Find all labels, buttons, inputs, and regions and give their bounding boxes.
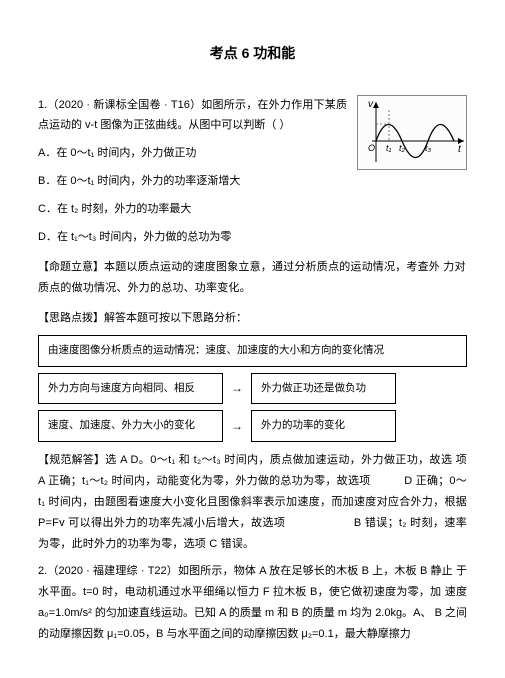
- arrow-icon: →: [223, 377, 251, 400]
- flow-row-3: 速度、加速度、外力大小的变化 → 外力的功率的变化: [38, 410, 467, 442]
- q1-stem: 1.（2020 · 新课标全国卷 · T16）如图所示，在外力作用下某质 点运动…: [38, 95, 347, 137]
- tick-t3: t₃: [425, 143, 432, 153]
- vt-sine-figure: v t O t₁ t₂ t₃: [357, 95, 467, 170]
- axis-t-label: t: [458, 144, 462, 155]
- method-section: 【思路点拨】解答本题可按以下思路分析：: [38, 308, 467, 329]
- answer-section: 【规范解答】选 A D。0～t₁ 和 t₂～t₃ 时间内，质点做加速运动，外力做…: [38, 450, 467, 554]
- flow-box-3-right: 外力的功率的变化: [251, 410, 396, 442]
- flow-row-2: 外力方向与速度方向相同、相反 → 外力做正功还是做负功: [38, 373, 467, 405]
- flow-row-1: 由速度图像分析质点的运动情况：速度、加速度的大小和方向的变化情况: [38, 335, 467, 367]
- q1-option-a: A．在 0～t₁ 时间内，外力做正功: [38, 143, 347, 164]
- tick-t2: t₂: [399, 143, 406, 153]
- intent-label: 【命题立意】: [38, 261, 104, 273]
- tick-t1: t₁: [386, 143, 392, 153]
- answer-text: 选 A D。0～t₁ 和 t₂～t₃ 时间内，质点做加速运动，外力做正功，故选 …: [38, 454, 467, 550]
- flow-box-1: 由速度图像分析质点的运动情况：速度、加速度的大小和方向的变化情况: [38, 335, 467, 367]
- page-title: 考点 6 功和能: [38, 40, 467, 67]
- flow-box-3-left: 速度、加速度、外力大小的变化: [38, 410, 223, 442]
- flow-box-2-right: 外力做正功还是做负功: [251, 373, 396, 405]
- axis-v-label: v: [368, 99, 374, 110]
- q1-option-c: C．在 t₂ 时刻，外力的功率最大: [38, 199, 467, 220]
- q1-option-d: D．在 t₁～t₃ 时间内，外力做的总功为零: [38, 227, 467, 248]
- question-1-block: 1.（2020 · 新课标全国卷 · T16）如图所示，在外力作用下某质 点运动…: [38, 95, 467, 193]
- intent-section: 【命题立意】本题以质点运动的速度图象立意，通过分析质点的运动情况，考查外 力对质…: [38, 257, 467, 299]
- flow-box-2-left: 外力方向与速度方向相同、相反: [38, 373, 223, 405]
- arrow-icon: →: [223, 415, 251, 438]
- q2-stem: 2.（2020 · 福建理综 · T22）如图所示，物体 A 放在足够长的木板 …: [38, 561, 467, 645]
- q1-option-b: B．在 0～t₁ 时间内，外力的功率逐渐增大: [38, 171, 347, 192]
- answer-label: 【规范解答】: [38, 454, 105, 466]
- axis-origin-label: O: [368, 143, 375, 153]
- method-label: 【思路点拨】: [38, 312, 104, 324]
- method-text: 解答本题可按以下思路分析：: [104, 312, 247, 324]
